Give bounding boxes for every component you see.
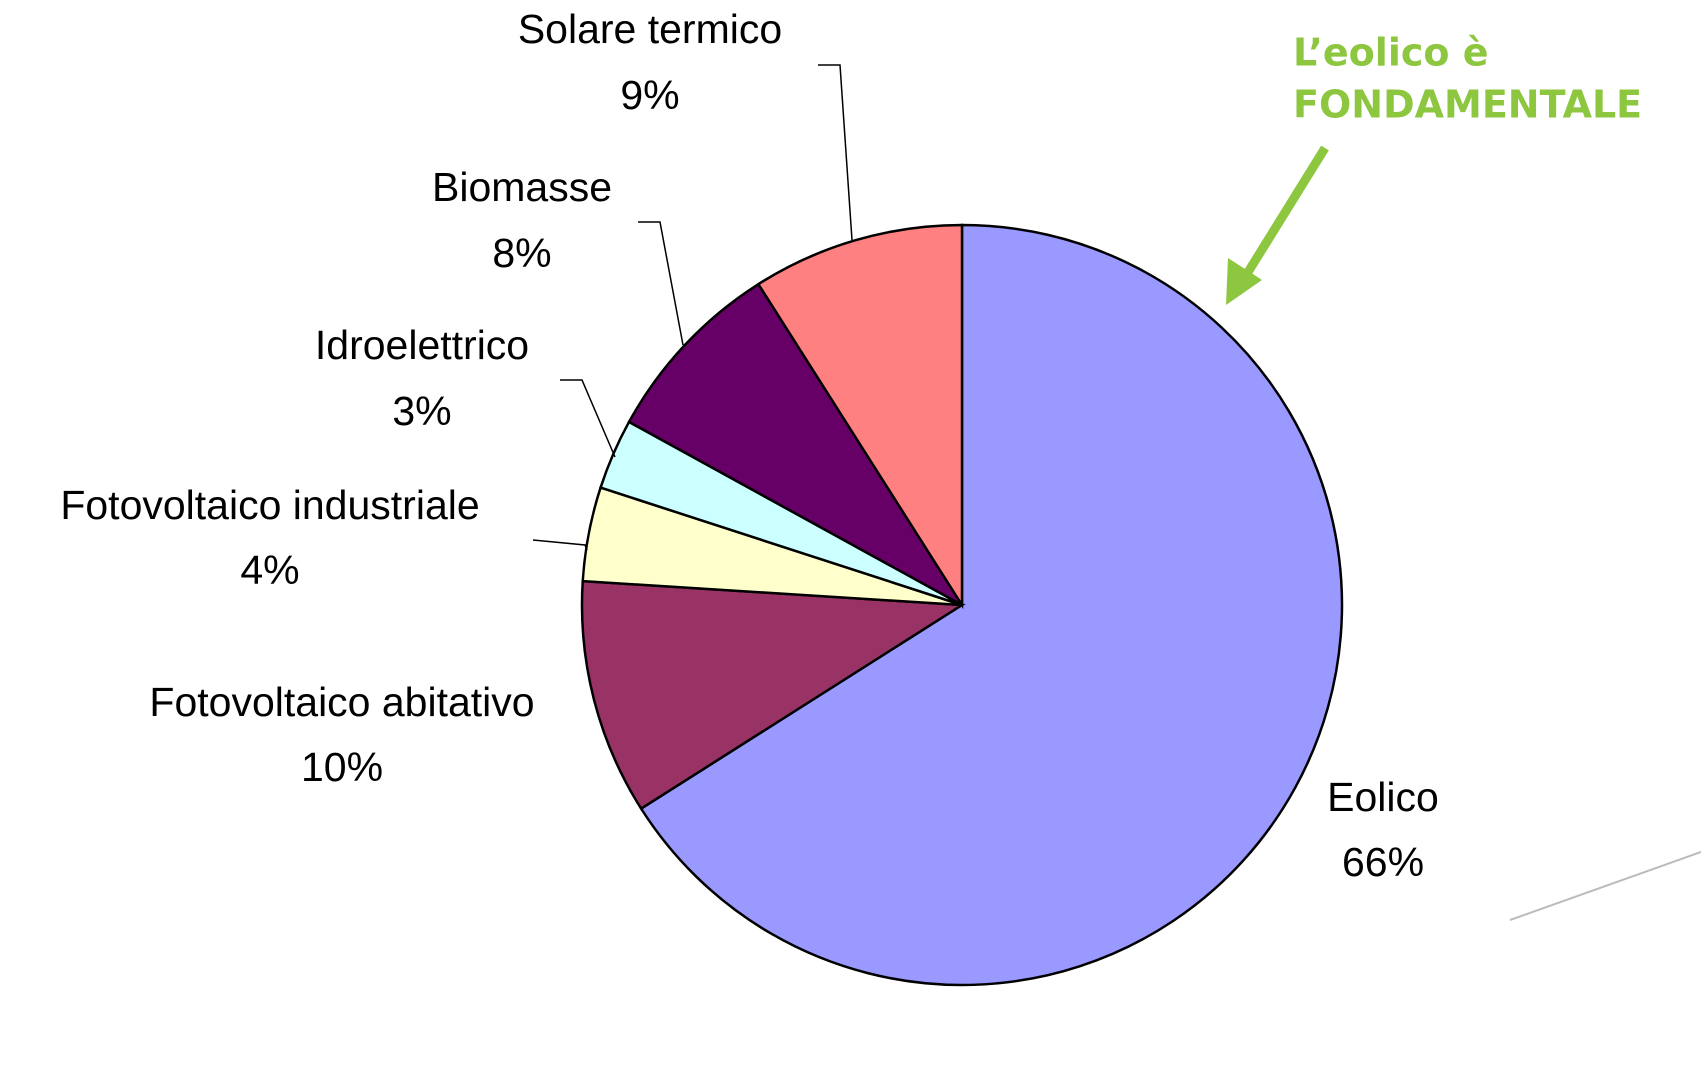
value-label: 10%: [301, 744, 383, 790]
slice-label: Fotovoltaico abitativo: [149, 679, 534, 725]
value-label: 66%: [1342, 839, 1424, 885]
decoration: [1509, 851, 1701, 921]
pie-slice: [627, 282, 964, 607]
leader-line: [532, 539, 588, 551]
value-label: 8%: [492, 230, 551, 276]
arrow-shaft: [1241, 145, 1329, 280]
slice-label: Solare termico: [518, 6, 782, 52]
pie-slice: [580, 579, 966, 811]
pie-slice: [756, 223, 964, 610]
annotation: L’eolico è: [1293, 31, 1488, 75]
slice-label: Fotovoltaico industriale: [60, 482, 479, 528]
annotation: FONDAMENTALE: [1293, 83, 1642, 127]
slice-label: Biomasse: [432, 164, 612, 210]
leader-line: [818, 64, 853, 241]
arrow-head: [1226, 258, 1262, 305]
leader-line: [560, 379, 616, 458]
pie-slice: [639, 223, 1344, 987]
slice-label: Eolico: [1327, 774, 1439, 820]
slice-label: Idroelettrico: [315, 322, 529, 368]
leader-line: [638, 221, 684, 346]
value-label: 9%: [620, 72, 679, 118]
value-label: 3%: [392, 388, 451, 434]
value-label: 4%: [240, 547, 299, 593]
